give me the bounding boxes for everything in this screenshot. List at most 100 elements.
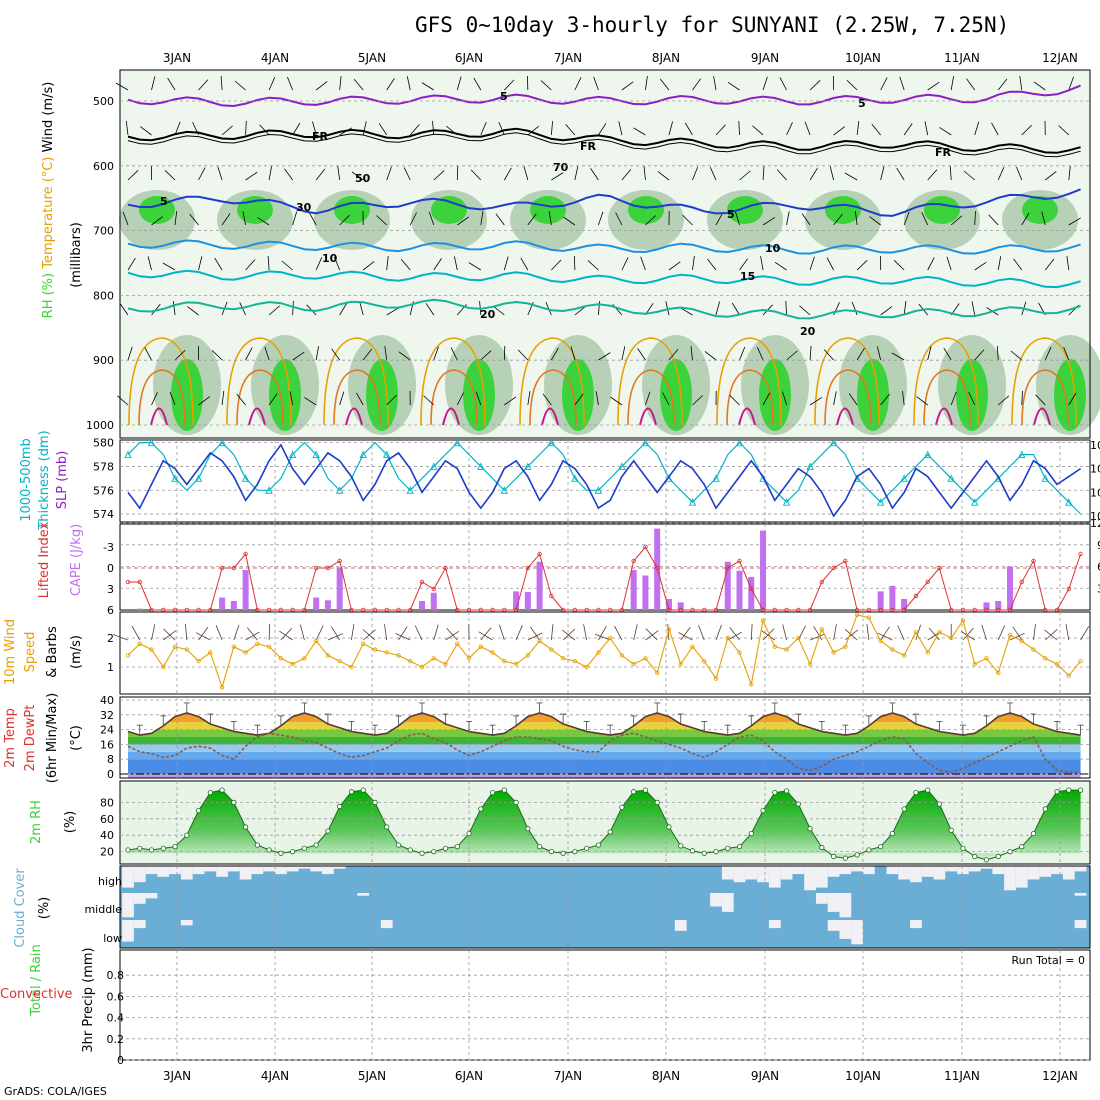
lifted-index-marker: [549, 593, 554, 599]
cloud-low-bar: [768, 920, 781, 929]
slp-line: [127, 443, 1082, 518]
wind-barb: [804, 121, 811, 136]
wind-barb: [809, 167, 818, 181]
run-total-label: Run Total = 0: [1012, 954, 1086, 967]
cloud-high-bar: [968, 866, 981, 872]
thickness-line: [127, 441, 1082, 515]
precip-frame: [119, 949, 1091, 1061]
date-label-top: 6JAN: [455, 51, 483, 65]
pressure-tick-label: 700: [93, 225, 114, 238]
wind-barb: [574, 166, 579, 181]
wind-barb: [974, 261, 987, 271]
wind-barb: [621, 169, 632, 181]
lifted-index-marker: [431, 586, 436, 592]
wind-speed-marker: [866, 615, 872, 620]
slp-ylabel: SLP (mb): [55, 451, 70, 510]
surface-wind-barb: [330, 626, 341, 641]
cloud-level-label: high: [98, 875, 122, 888]
wind-barb: [351, 171, 364, 181]
cloud-high-bar: [204, 866, 217, 872]
wind-barb: [359, 301, 364, 316]
wind-barb: [565, 124, 576, 136]
wind-barb: [1068, 166, 1071, 181]
wind-barb: [214, 257, 223, 271]
wind-speed-marker: [431, 656, 436, 661]
contour-label: FR: [312, 130, 329, 143]
thickness-marker: [500, 486, 509, 494]
cloud-high-bar: [980, 866, 993, 869]
surface-wind-barb: [877, 632, 893, 641]
wind-barb: [315, 81, 328, 91]
surface-wind-barb: [233, 624, 240, 641]
surface-wind-barb: [433, 624, 439, 641]
rh-marker: [595, 842, 602, 848]
isotherm-35: [738, 407, 756, 426]
rh-marker: [560, 850, 566, 856]
wind-barb: [1044, 258, 1055, 271]
cloud-low-bar: [674, 920, 687, 931]
wind-barb: [927, 81, 940, 91]
thickness-tick-label: 574: [93, 508, 114, 521]
wind-barb: [144, 347, 152, 361]
surface-wind-barb: [246, 627, 258, 641]
wind-barb: [1016, 166, 1023, 181]
isotherm-10: [127, 239, 1081, 255]
thickness-marker: [712, 474, 720, 482]
surface-wind-barb: [645, 630, 659, 641]
rh-marker: [642, 787, 649, 793]
rh-high-blob: [139, 196, 175, 224]
wind-barb: [174, 121, 181, 136]
cloud-high-bar: [1062, 866, 1075, 880]
cloud-middle-bar: [721, 893, 734, 912]
contour-label: 5: [160, 195, 168, 208]
surface-wind-barb: [530, 626, 540, 641]
lifted-index-marker: [443, 565, 448, 571]
surface-wind-barb: [112, 634, 129, 641]
cloud-high-bar: [322, 866, 334, 875]
rh-marker: [407, 847, 413, 853]
wind-barb: [339, 391, 345, 406]
wind-barb: [643, 166, 646, 181]
wind-speed-marker: [749, 682, 754, 687]
surface-wind-barb: [729, 627, 740, 641]
contour-label: 5: [858, 97, 866, 110]
surface-wind-barb: [395, 633, 411, 641]
precip-tick-label: 0.8: [107, 969, 125, 982]
cape-bar: [642, 575, 649, 610]
rh-marker: [854, 852, 860, 858]
surface-wind-barb: [782, 624, 787, 641]
wind-barb: [785, 300, 787, 316]
surface-wind-barb: [761, 630, 776, 641]
upper-air-ylabel: RH (%) Temperature (°C) Wind (m/s): [41, 82, 56, 319]
wind-barb: [974, 349, 985, 361]
wind-barb: [331, 348, 341, 361]
cloud-middle-bar: [815, 893, 828, 904]
wind-barb: [786, 211, 790, 226]
wind-barb: [927, 346, 932, 361]
rh-marker: [689, 848, 696, 854]
wind-barb: [475, 391, 482, 406]
rh-marker: [807, 826, 813, 832]
isotherm-35: [345, 407, 363, 426]
wind-barb: [386, 307, 399, 316]
wind-speed-marker: [1078, 659, 1083, 664]
wind-speed-marker: [784, 647, 789, 652]
date-label-bottom: 7JAN: [554, 1069, 582, 1083]
wind-speed-marker: [1043, 656, 1048, 661]
rh-marker: [584, 845, 590, 851]
thickness-tick-label: 580: [93, 437, 114, 450]
wind-speed-marker: [831, 650, 836, 655]
wind-barb: [595, 391, 599, 406]
wind-barb: [127, 170, 139, 181]
date-label-top: 9JAN: [751, 51, 779, 65]
wind-barb: [645, 391, 651, 406]
lifted-index-marker: [1066, 586, 1071, 592]
slp-tick-label: 1014: [1090, 439, 1100, 452]
rh-marker: [442, 845, 449, 851]
isotherm-25: [716, 337, 782, 426]
cloud-high-bar: [721, 866, 734, 880]
isotherm-30: [923, 369, 971, 426]
isotherm-30: [333, 369, 381, 426]
isotherm-25: [519, 337, 585, 426]
lifted-index-marker: [725, 565, 730, 571]
